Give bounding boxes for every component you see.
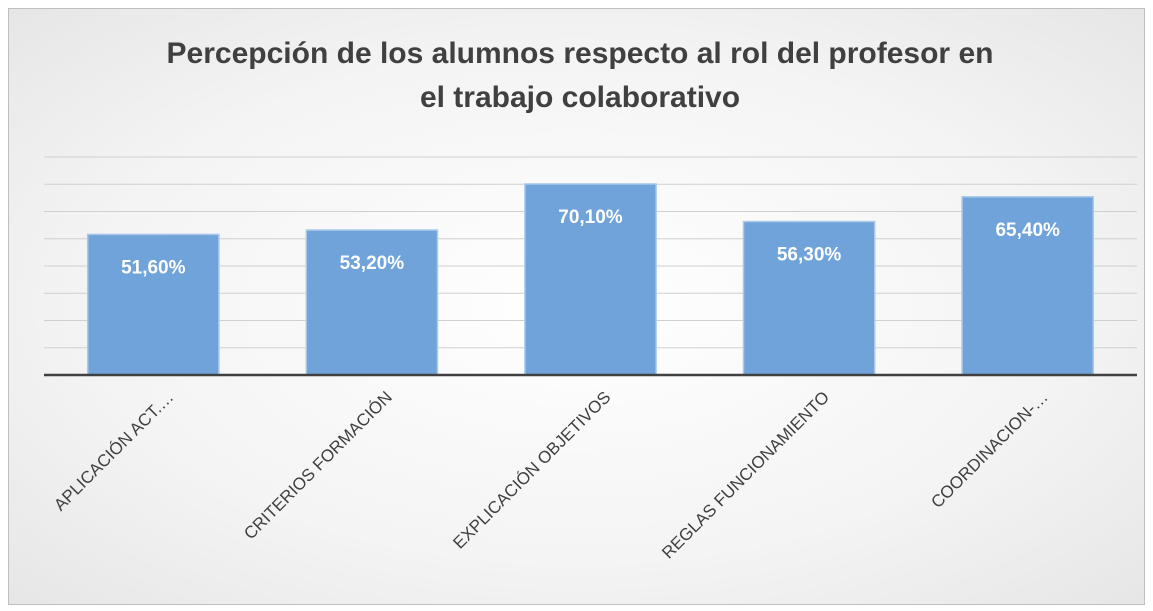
- bar: [86, 233, 220, 376]
- x-tick-label: EXPLICACIÓN OBJETIVOS: [449, 388, 614, 553]
- bar: [961, 196, 1095, 376]
- data-label: 70,10%: [558, 207, 623, 228]
- bar: [742, 220, 876, 376]
- data-label: 56,30%: [777, 245, 842, 266]
- x-tick-label: CRITERIOS FORMACIÓN: [240, 388, 396, 544]
- data-label: 53,20%: [340, 253, 405, 274]
- bar: [524, 183, 657, 376]
- bar: [305, 229, 439, 376]
- data-label: 51,60%: [121, 257, 186, 278]
- x-tick-label: APLICACIÓN ACT.…: [50, 388, 177, 515]
- x-tick-label: REGLAS FUNCIONAMIENTO: [658, 388, 833, 563]
- data-label: 65,40%: [995, 220, 1060, 241]
- x-tick-label: COORDINACION-…: [927, 388, 1051, 512]
- chart-title: Percepción de los alumnos respecto al ro…: [166, 37, 994, 114]
